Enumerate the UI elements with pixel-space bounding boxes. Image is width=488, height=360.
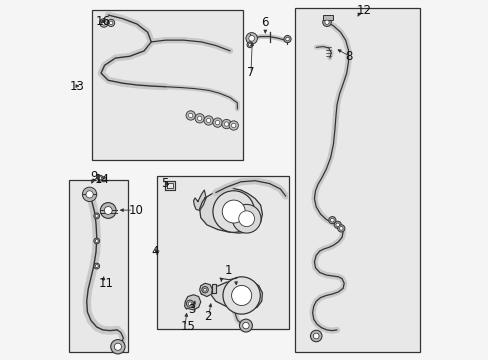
Circle shape xyxy=(330,219,333,222)
Polygon shape xyxy=(211,284,215,293)
Polygon shape xyxy=(164,181,174,190)
Text: 8: 8 xyxy=(345,50,352,63)
Circle shape xyxy=(222,200,244,223)
Circle shape xyxy=(195,114,204,123)
Circle shape xyxy=(310,330,321,342)
Circle shape xyxy=(212,118,222,127)
Circle shape xyxy=(94,263,100,269)
Circle shape xyxy=(186,300,193,307)
Text: 2: 2 xyxy=(204,310,211,323)
Circle shape xyxy=(339,226,343,230)
Circle shape xyxy=(223,277,260,314)
Circle shape xyxy=(212,191,254,232)
Circle shape xyxy=(284,36,290,42)
Circle shape xyxy=(242,322,249,329)
Circle shape xyxy=(109,21,113,25)
Circle shape xyxy=(239,319,252,332)
Circle shape xyxy=(328,217,335,224)
Circle shape xyxy=(104,207,112,215)
Circle shape xyxy=(222,120,231,129)
Circle shape xyxy=(95,265,98,267)
Circle shape xyxy=(110,339,125,354)
Circle shape xyxy=(337,225,344,232)
Circle shape xyxy=(203,116,213,125)
Circle shape xyxy=(99,177,102,180)
Circle shape xyxy=(203,288,206,291)
Circle shape xyxy=(238,211,254,226)
Circle shape xyxy=(246,42,252,48)
FancyBboxPatch shape xyxy=(92,10,242,160)
Circle shape xyxy=(248,36,254,41)
Circle shape xyxy=(94,238,100,244)
Polygon shape xyxy=(211,280,262,310)
Circle shape xyxy=(333,221,341,228)
Text: 5: 5 xyxy=(161,177,168,190)
Circle shape xyxy=(188,113,192,118)
Text: 4: 4 xyxy=(151,244,159,257)
Circle shape xyxy=(97,175,103,181)
Circle shape xyxy=(82,187,97,202)
Circle shape xyxy=(102,21,106,25)
Circle shape xyxy=(215,121,219,125)
Circle shape xyxy=(313,333,319,339)
Text: 13: 13 xyxy=(69,80,84,93)
Circle shape xyxy=(202,287,208,293)
FancyBboxPatch shape xyxy=(156,176,289,329)
Circle shape xyxy=(86,191,93,198)
Circle shape xyxy=(324,20,328,24)
Circle shape xyxy=(335,223,339,226)
Text: 9: 9 xyxy=(90,170,98,183)
Circle shape xyxy=(100,203,116,219)
Circle shape xyxy=(231,123,235,128)
Text: 14: 14 xyxy=(94,173,109,186)
Circle shape xyxy=(94,213,100,219)
Circle shape xyxy=(197,116,202,121)
Text: 11: 11 xyxy=(99,277,114,290)
Text: 7: 7 xyxy=(246,66,254,79)
Circle shape xyxy=(248,43,251,46)
Text: 10: 10 xyxy=(129,204,143,217)
Bar xyxy=(323,15,333,21)
Circle shape xyxy=(232,204,261,233)
Circle shape xyxy=(188,302,191,306)
Text: 1: 1 xyxy=(224,264,232,277)
Circle shape xyxy=(95,239,98,242)
FancyBboxPatch shape xyxy=(294,8,419,352)
Polygon shape xyxy=(199,283,212,297)
Circle shape xyxy=(95,215,98,217)
Circle shape xyxy=(185,111,195,120)
Polygon shape xyxy=(166,183,172,188)
Text: 15: 15 xyxy=(180,320,195,333)
Circle shape xyxy=(107,19,115,27)
FancyBboxPatch shape xyxy=(69,180,128,352)
Circle shape xyxy=(101,177,106,182)
Polygon shape xyxy=(193,190,206,211)
Text: 6: 6 xyxy=(261,16,268,29)
Circle shape xyxy=(100,19,108,27)
Circle shape xyxy=(231,285,251,306)
Circle shape xyxy=(206,118,210,123)
Text: 12: 12 xyxy=(356,4,370,17)
Polygon shape xyxy=(184,295,201,310)
Polygon shape xyxy=(199,188,262,233)
Text: 3: 3 xyxy=(187,303,195,316)
Circle shape xyxy=(245,33,257,44)
Circle shape xyxy=(224,122,228,126)
Circle shape xyxy=(285,37,289,41)
Circle shape xyxy=(228,121,238,130)
Circle shape xyxy=(102,178,105,180)
Circle shape xyxy=(322,18,330,27)
Circle shape xyxy=(114,343,121,350)
Text: 16: 16 xyxy=(96,15,111,28)
